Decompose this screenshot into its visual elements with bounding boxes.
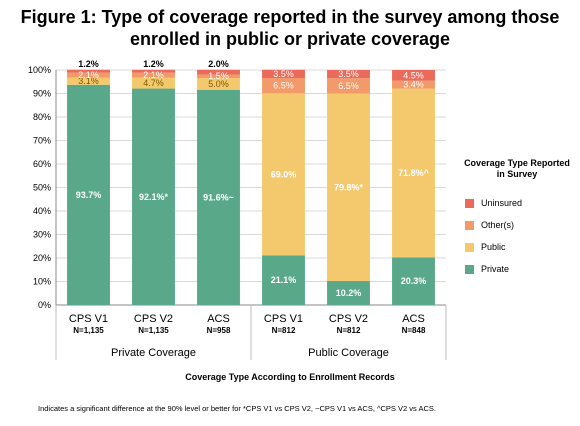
x-tick-n-label: N=812 bbox=[337, 326, 361, 335]
bar-segment-other-s- bbox=[262, 77, 305, 94]
data-label: 6.5% bbox=[338, 81, 359, 91]
data-label: 3.4% bbox=[403, 80, 424, 90]
data-label: 20.3% bbox=[401, 276, 427, 286]
legend-title: Coverage Type Reported in Survey bbox=[464, 158, 570, 179]
y-tick-label: 80% bbox=[33, 112, 51, 122]
data-label: 21.1% bbox=[271, 275, 297, 285]
data-label: 71.8%^ bbox=[398, 168, 430, 178]
data-label: 1.2% bbox=[78, 59, 99, 69]
bar-segment-public bbox=[327, 93, 370, 282]
data-label: 3.1% bbox=[78, 76, 99, 86]
data-label: 79.8%* bbox=[334, 182, 364, 192]
legend-item: Private bbox=[462, 258, 572, 280]
data-label: 1.2% bbox=[143, 59, 164, 69]
data-label: 1.5% bbox=[208, 71, 229, 81]
x-tick-label: CPS V2 bbox=[134, 313, 173, 325]
data-label: 2.1% bbox=[143, 70, 164, 80]
legend-swatch bbox=[465, 220, 474, 230]
y-tick-label: 90% bbox=[33, 89, 51, 99]
legend-swatch bbox=[465, 198, 474, 208]
bar-segment-other-s- bbox=[67, 72, 110, 78]
legend-swatch bbox=[465, 242, 474, 252]
bar-segment-uninsured bbox=[392, 70, 435, 81]
bar-segment-uninsured bbox=[132, 69, 175, 73]
bar-segment-public bbox=[132, 77, 175, 89]
y-tick-label: 10% bbox=[33, 277, 51, 287]
legend: Coverage Type Reported in Survey Uninsur… bbox=[462, 158, 572, 280]
data-label: 6.5% bbox=[273, 81, 294, 91]
y-tick-label: 20% bbox=[33, 253, 51, 263]
data-label: 3.5% bbox=[273, 69, 294, 79]
legend-item: Other(s) bbox=[462, 214, 572, 236]
group-label: Public Coverage bbox=[308, 347, 389, 359]
y-tick-label: 0% bbox=[38, 300, 51, 310]
footnote: Indicates a significant difference at th… bbox=[38, 404, 436, 413]
x-tick-label: CPS V1 bbox=[264, 313, 303, 325]
y-tick-label: 30% bbox=[33, 230, 51, 240]
legend-label: Other(s) bbox=[481, 220, 515, 230]
bar-segment-private bbox=[327, 281, 370, 305]
y-tick-label: 60% bbox=[33, 159, 51, 169]
bar-segment-private bbox=[67, 84, 110, 306]
bar-segment-uninsured bbox=[197, 69, 240, 75]
data-label: 69.0% bbox=[271, 169, 297, 179]
bar-segment-uninsured bbox=[67, 69, 110, 73]
legend-item: Uninsured bbox=[462, 192, 572, 214]
data-label: 2.1% bbox=[78, 70, 99, 80]
bar-segment-private bbox=[392, 257, 435, 305]
bar-segment-private bbox=[197, 89, 240, 306]
x-tick-label: ACS bbox=[207, 313, 230, 325]
legend-label: Public bbox=[481, 242, 506, 252]
bar-segment-other-s- bbox=[392, 80, 435, 89]
bar-segment-other-s- bbox=[327, 78, 370, 94]
data-label: 92.1%* bbox=[139, 192, 169, 202]
x-tick-label: CPS V1 bbox=[69, 313, 108, 325]
bar-segment-other-s- bbox=[197, 74, 240, 78]
x-tick-n-label: N=812 bbox=[272, 326, 296, 335]
legend-swatch bbox=[465, 264, 474, 274]
x-tick-n-label: N=958 bbox=[207, 326, 231, 335]
data-label: 10.2% bbox=[336, 288, 362, 298]
bar-segment-private bbox=[132, 88, 175, 305]
bar-segment-public bbox=[392, 88, 435, 258]
data-label: 4.7% bbox=[143, 78, 164, 88]
data-label: 2.0% bbox=[208, 59, 229, 69]
legend-label: Uninsured bbox=[481, 198, 523, 208]
x-tick-n-label: N=1,135 bbox=[138, 326, 169, 335]
x-tick-n-label: N=1,135 bbox=[73, 326, 104, 335]
legend-label: Private bbox=[481, 264, 510, 274]
y-tick-label: 50% bbox=[33, 183, 51, 193]
data-label: 4.5% bbox=[403, 70, 424, 80]
bar-segment-public bbox=[67, 77, 110, 85]
x-axis-title: Coverage Type According to Enrollment Re… bbox=[185, 372, 395, 382]
bar-segment-private bbox=[262, 255, 305, 305]
x-tick-n-label: N=848 bbox=[402, 326, 426, 335]
data-label: 3.5% bbox=[338, 69, 359, 79]
bar-segment-other-s- bbox=[132, 72, 175, 78]
group-label: Private Coverage bbox=[111, 347, 196, 359]
legend-item: Public bbox=[462, 236, 572, 258]
data-label: 93.7% bbox=[76, 190, 102, 200]
chart-title: Figure 1: Type of coverage reported in t… bbox=[20, 7, 560, 49]
bar-segment-public bbox=[262, 93, 305, 256]
data-label: 5.0% bbox=[208, 79, 229, 89]
bar-segment-public bbox=[197, 77, 240, 90]
y-tick-label: 100% bbox=[28, 65, 51, 75]
y-tick-label: 70% bbox=[33, 136, 51, 146]
bar-segment-uninsured bbox=[327, 70, 370, 79]
bar-segment-uninsured bbox=[262, 69, 305, 78]
y-tick-label: 40% bbox=[33, 206, 51, 216]
x-tick-label: CPS V2 bbox=[329, 313, 368, 325]
data-label: 91.6%~ bbox=[203, 192, 234, 202]
x-tick-label: ACS bbox=[402, 313, 425, 325]
